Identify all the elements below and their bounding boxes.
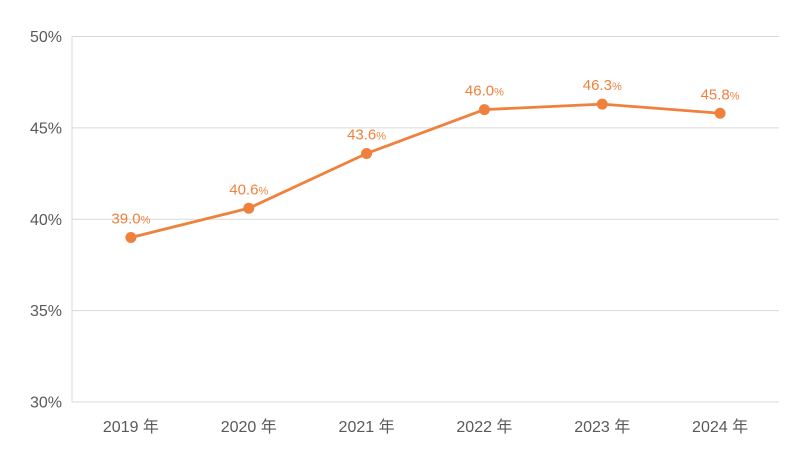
x-tick-label: 2021 年 [339, 418, 395, 436]
x-tick-label: 2022 年 [456, 418, 512, 436]
y-tick-label: 40% [30, 212, 62, 229]
series-line [129, 102, 722, 239]
x-tick-label: 2020 年 [221, 418, 277, 436]
y-tick-label: 50% [30, 29, 62, 46]
y-tick-label: 45% [30, 120, 62, 137]
x-tick-label: 2019 年 [103, 418, 159, 436]
data-point [714, 107, 726, 119]
data-point [125, 232, 137, 244]
data-point [478, 104, 490, 116]
data-label: 46.0% [465, 83, 504, 100]
data-point [596, 98, 608, 110]
data-label: 39.0% [111, 211, 150, 228]
data-point [243, 202, 255, 214]
data-label: 45.8% [701, 86, 740, 103]
y-tick-label: 35% [30, 303, 62, 320]
data-label: 46.3% [583, 77, 622, 94]
x-tick-label: 2024 年 [692, 418, 748, 436]
data-label: 43.6% [347, 126, 386, 143]
x-tick-label: 2023 年 [574, 418, 630, 436]
data-point [361, 147, 373, 159]
y-tick-label: 30% [30, 395, 62, 412]
data-label: 40.6% [229, 181, 268, 198]
